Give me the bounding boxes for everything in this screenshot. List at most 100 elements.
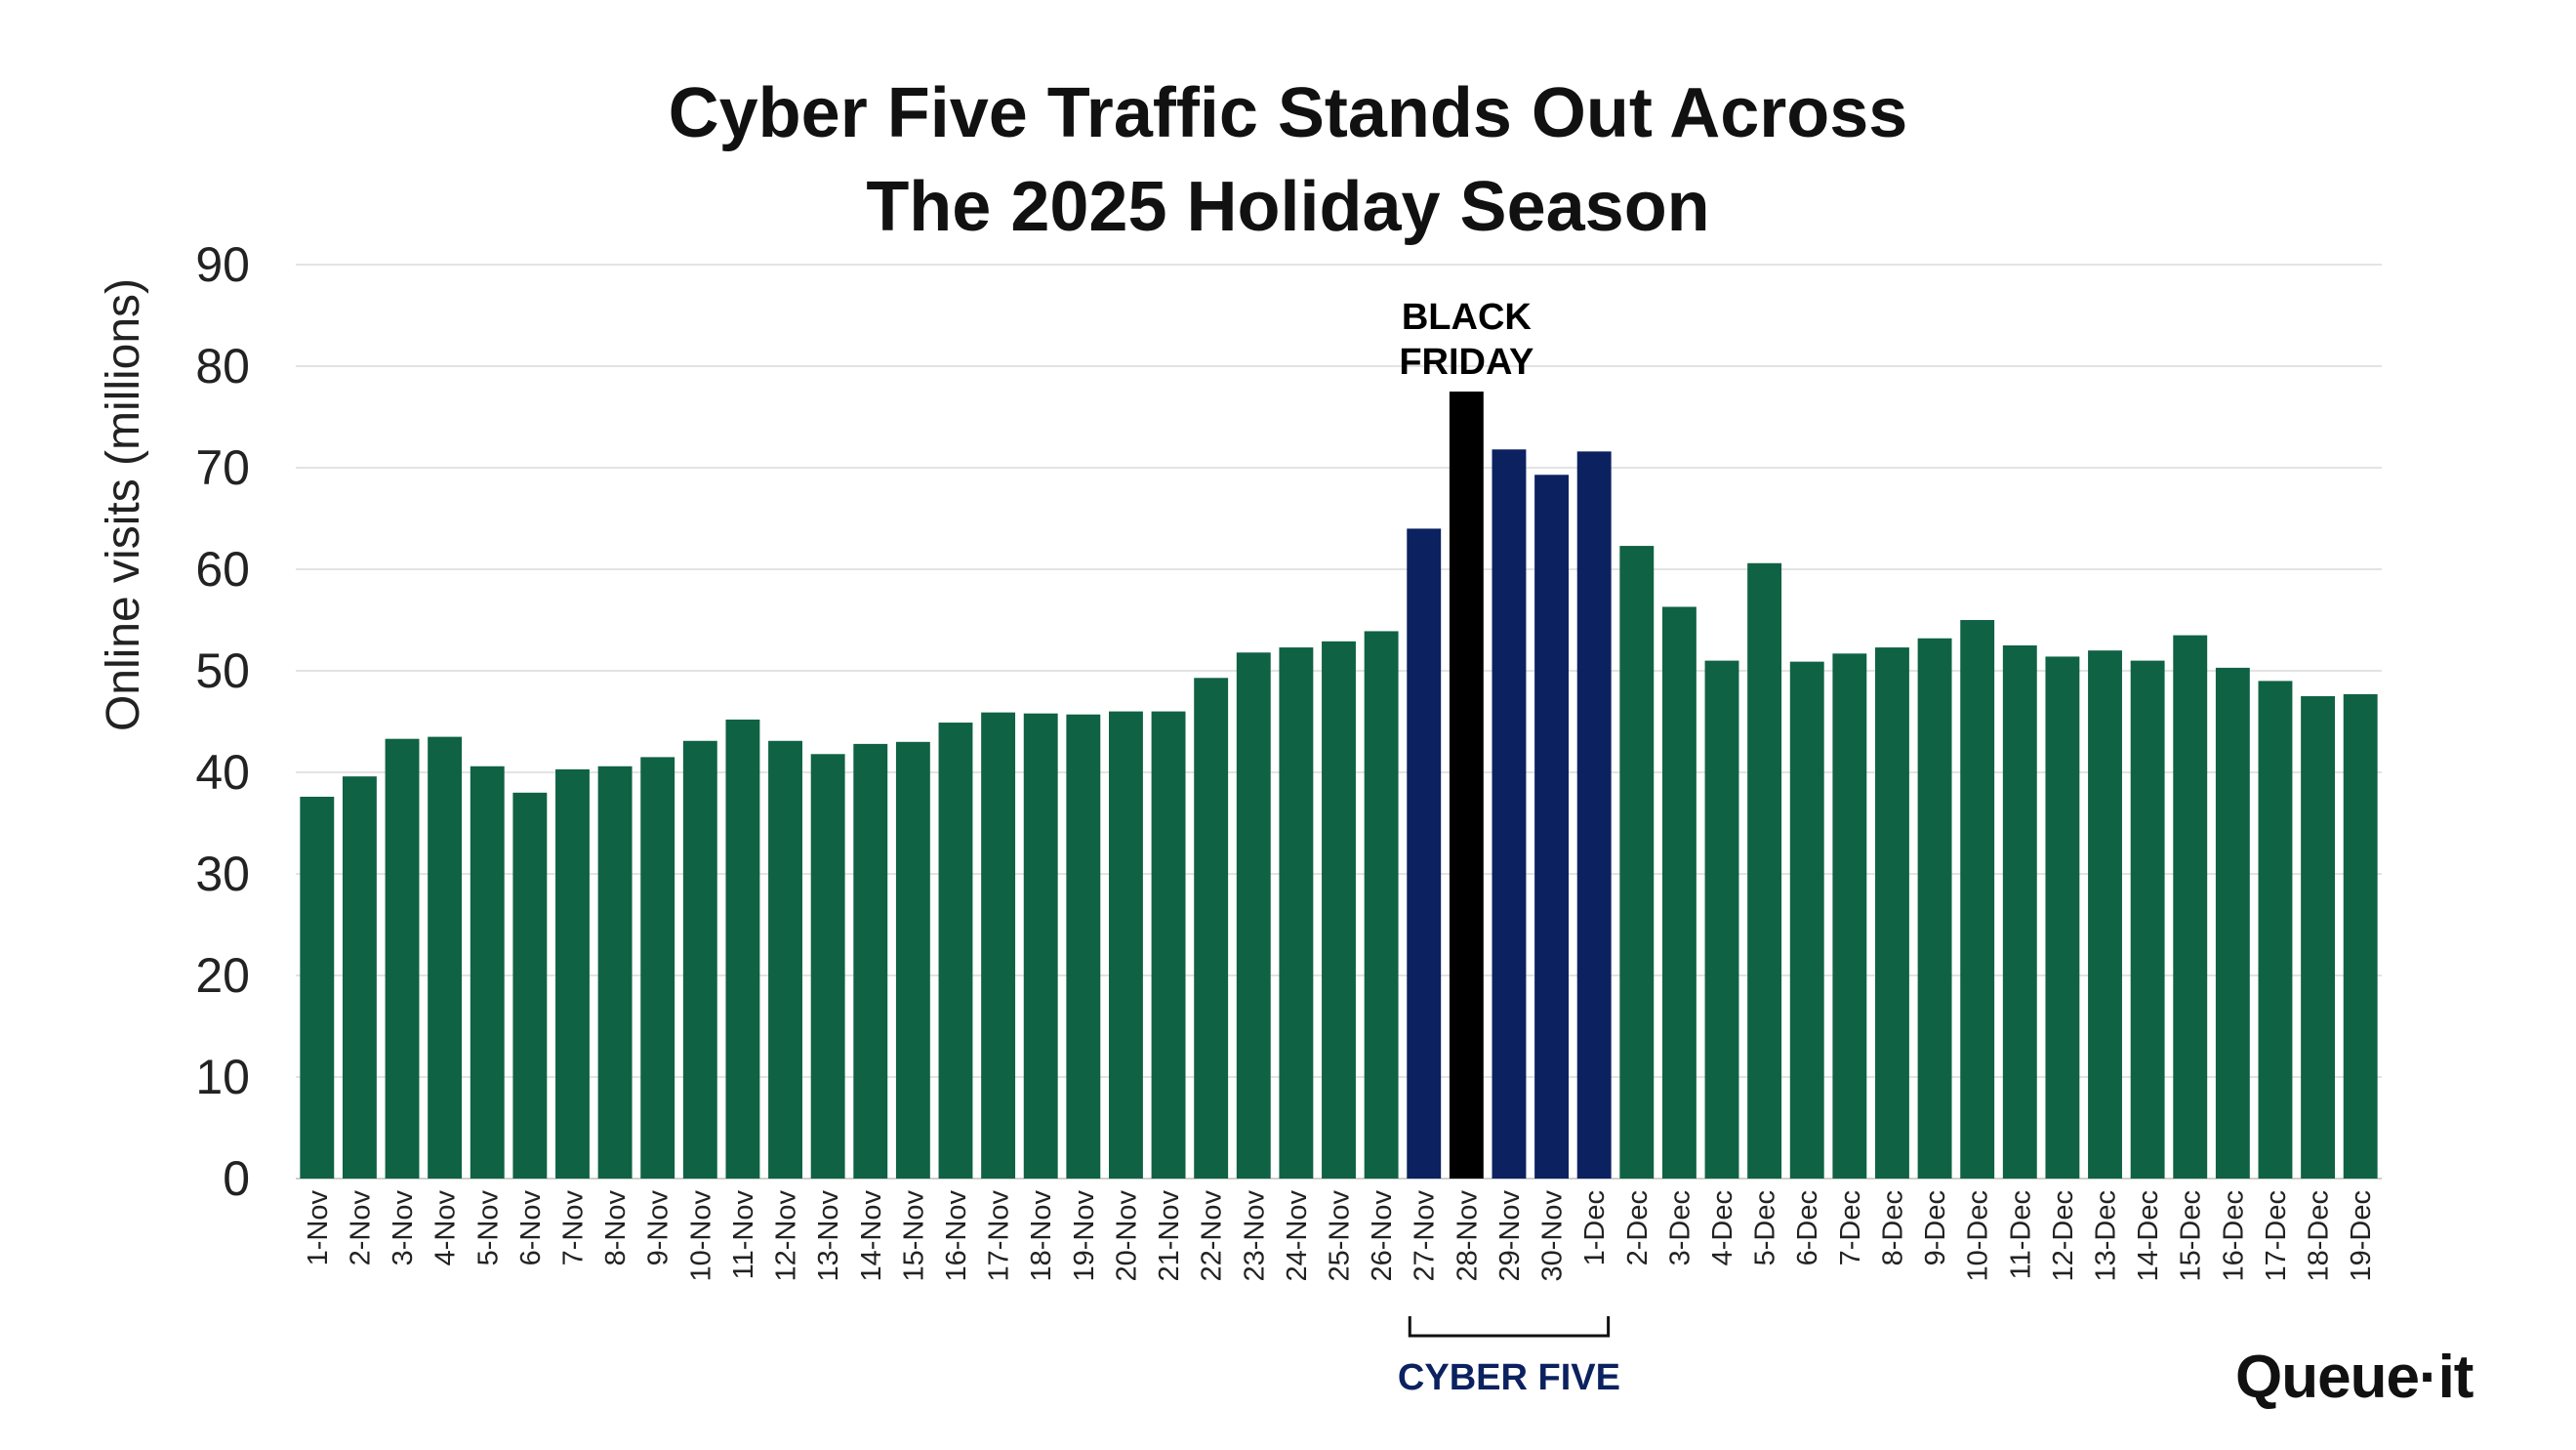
bar — [938, 723, 973, 1179]
bar — [1449, 392, 1484, 1179]
bar — [2173, 635, 2208, 1179]
bar — [1917, 638, 1952, 1179]
x-tick-label: 9-Nov — [643, 1190, 675, 1266]
x-tick-label: 19-Nov — [1069, 1190, 1100, 1282]
y-tick-label: 90 — [195, 237, 250, 292]
bar — [2343, 693, 2378, 1179]
bar — [470, 766, 505, 1179]
bar — [300, 796, 335, 1179]
bar — [1108, 711, 1143, 1179]
x-tick-label: 11-Nov — [728, 1190, 759, 1280]
x-tick-label: 18-Nov — [1026, 1190, 1057, 1282]
x-tick-label: 16-Nov — [941, 1190, 972, 1282]
bar — [853, 743, 888, 1179]
chart-title-line-1: Cyber Five Traffic Stands Out Across — [668, 74, 1908, 152]
queue-it-logo: Queue·it — [2235, 1344, 2474, 1411]
bar — [1407, 528, 1442, 1179]
bar — [597, 766, 633, 1179]
x-tick-label: 9-Dec — [1920, 1190, 1951, 1265]
bar — [1194, 678, 1229, 1179]
x-tick-label: 12-Nov — [771, 1190, 802, 1282]
bar — [640, 757, 675, 1179]
bar — [1747, 562, 1782, 1179]
x-tick-label: 7-Dec — [1835, 1190, 1866, 1265]
black-friday-label: FRIDAY — [1399, 342, 1533, 383]
x-tick-label: 17-Nov — [984, 1190, 1015, 1282]
bar — [1704, 660, 1739, 1179]
bar — [1661, 606, 1697, 1179]
x-tick-label: 8-Dec — [1877, 1190, 1908, 1265]
bar — [1576, 451, 1612, 1179]
y-tick-label: 60 — [195, 542, 250, 597]
bar — [2088, 650, 2122, 1179]
bar — [768, 740, 802, 1179]
bar — [2002, 645, 2037, 1179]
x-tick-label: 19-Dec — [2346, 1190, 2377, 1282]
bar — [1534, 475, 1570, 1179]
x-tick-label: 29-Nov — [1494, 1190, 1526, 1282]
x-tick-label: 15-Nov — [898, 1190, 929, 1282]
chart-title-line-2: The 2025 Holiday Season — [866, 168, 1710, 246]
cyber-five-label: CYBER FIVE — [1398, 1357, 1620, 1398]
bar — [895, 741, 930, 1179]
x-tick-label: 2-Dec — [1622, 1190, 1654, 1265]
bar — [1832, 653, 1867, 1179]
x-tick-label: 7-Nov — [557, 1190, 589, 1266]
x-tick-label: 16-Dec — [2218, 1190, 2249, 1282]
x-tick-label: 1-Nov — [303, 1190, 334, 1266]
y-axis-ticks: 0 10 20 30 40 50 60 70 80 90 — [195, 237, 250, 1206]
bars — [300, 392, 2378, 1179]
bar — [2301, 696, 2336, 1179]
bar — [2258, 681, 2293, 1179]
bar — [1236, 652, 1271, 1179]
x-tick-label: 4-Dec — [1707, 1190, 1738, 1265]
x-tick-label: 17-Dec — [2261, 1190, 2292, 1282]
x-tick-label: 12-Dec — [2048, 1190, 2079, 1282]
bar — [1789, 661, 1824, 1179]
x-tick-label: 2-Nov — [345, 1190, 376, 1266]
x-tick-label: 21-Nov — [1154, 1190, 1185, 1282]
x-tick-label: 10-Dec — [1963, 1190, 1994, 1282]
x-tick-label: 5-Dec — [1750, 1190, 1781, 1265]
y-tick-label: 0 — [223, 1151, 250, 1206]
y-tick-label: 40 — [195, 745, 250, 800]
bar — [1151, 711, 1186, 1179]
x-tick-label: 27-Nov — [1410, 1190, 1441, 1282]
bar — [2215, 667, 2250, 1179]
x-tick-label: 5-Nov — [472, 1190, 504, 1266]
x-tick-label: 22-Nov — [1197, 1190, 1228, 1282]
bar — [725, 719, 760, 1179]
bar — [1875, 647, 1909, 1179]
x-tick-label: 8-Nov — [600, 1190, 632, 1266]
x-tick-label: 26-Nov — [1367, 1190, 1398, 1282]
bar — [810, 754, 845, 1179]
x-tick-label: 14-Nov — [856, 1190, 887, 1282]
bar — [2130, 660, 2165, 1179]
x-tick-label: 13-Dec — [2091, 1190, 2122, 1282]
x-tick-label: 20-Nov — [1111, 1190, 1142, 1282]
x-tick-label: 1-Dec — [1579, 1190, 1611, 1265]
x-tick-label: 23-Nov — [1239, 1190, 1270, 1282]
x-tick-label: 6-Dec — [1792, 1190, 1823, 1265]
x-tick-label: 10-Nov — [685, 1190, 716, 1282]
y-tick-label: 50 — [195, 643, 250, 698]
bar — [428, 736, 463, 1179]
x-tick-label: 18-Dec — [2304, 1190, 2335, 1282]
y-tick-label: 30 — [195, 847, 250, 901]
x-tick-label: 13-Nov — [813, 1190, 844, 1282]
bar — [1364, 631, 1399, 1179]
x-tick-label: 6-Nov — [515, 1190, 547, 1266]
bar — [1279, 647, 1314, 1179]
chart-title: Cyber Five Traffic Stands Out Across The… — [0, 66, 2576, 254]
x-tick-label: 14-Dec — [2133, 1190, 2164, 1282]
x-tick-label: 25-Nov — [1325, 1190, 1356, 1282]
y-tick-label: 80 — [195, 339, 250, 394]
x-tick-label: 3-Nov — [388, 1190, 419, 1266]
bar — [2045, 656, 2080, 1179]
x-axis-ticks: 1-Nov 2-Nov 3-Nov 4-Nov 5-Nov 6-Nov 7-Nov 8-Nov… — [303, 1190, 2377, 1282]
bar — [1066, 714, 1101, 1179]
bar — [342, 776, 377, 1179]
bar — [385, 738, 420, 1179]
